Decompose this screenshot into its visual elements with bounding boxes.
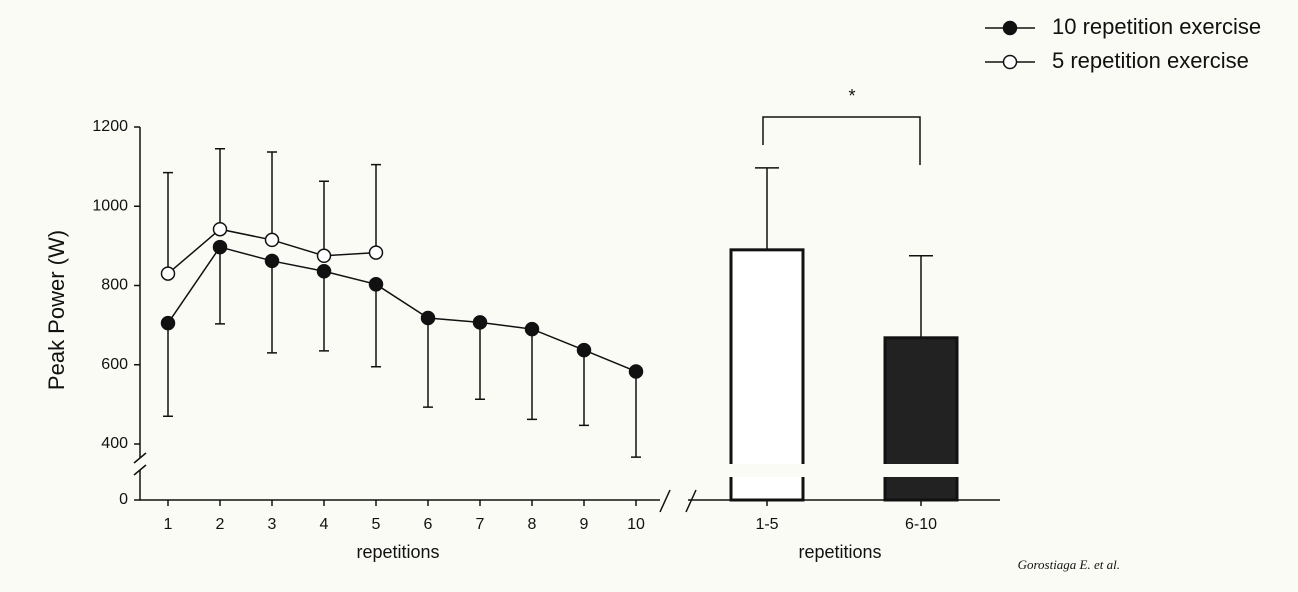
axis-break-gap [882, 464, 960, 477]
x-tick-label: 6 [424, 516, 433, 533]
x-tick-label: 2 [216, 516, 225, 533]
bar [729, 248, 805, 502]
error-bar [631, 371, 641, 458]
marker [316, 263, 332, 279]
error-bar [267, 151, 277, 240]
error-bar [579, 350, 589, 427]
x-tick-label: 4 [320, 516, 329, 533]
marker [420, 310, 436, 326]
error-bar [371, 284, 381, 368]
marker [160, 266, 176, 281]
error-bar [909, 255, 933, 338]
source: Gorostiaga E. et al. [1018, 557, 1120, 572]
marker [160, 315, 176, 331]
error-bar [371, 163, 381, 253]
x-tick-label: 6-10 [905, 516, 937, 533]
marker [212, 239, 228, 255]
error-bar [319, 271, 329, 352]
legend-marker [1002, 20, 1018, 36]
x-tick-label: 8 [528, 516, 537, 533]
marker [212, 221, 228, 237]
legend-marker [1002, 54, 1018, 70]
y-tick-label: 1200 [92, 118, 128, 135]
marker [264, 232, 280, 248]
marker [576, 342, 592, 358]
y-tick-label: 1000 [92, 197, 128, 214]
marker [368, 277, 384, 292]
legend-label: 5 repetition exercise [1052, 48, 1249, 73]
y-tick-label: 0 [119, 491, 128, 508]
axes [133, 116, 1000, 513]
error-bar [163, 323, 173, 418]
x-axis-label: repetitions [798, 542, 881, 562]
y-tick-label: 800 [101, 277, 128, 294]
error-bar [755, 167, 779, 250]
y-tick-label: 400 [101, 435, 128, 452]
error-bar [423, 317, 433, 408]
error-bar [215, 247, 225, 325]
error-bar [215, 148, 225, 230]
x-tick-label: 1 [164, 516, 173, 533]
x-tick-label: 10 [627, 516, 645, 533]
significance: * [848, 86, 855, 106]
x-tick-label: 7 [476, 516, 485, 533]
marker [628, 364, 644, 379]
series-line [167, 246, 637, 373]
marker [264, 253, 280, 269]
error-bar [319, 180, 329, 256]
x-tick-label: 9 [580, 516, 589, 533]
marker [368, 245, 384, 260]
error-bar [527, 329, 537, 421]
axis-break-gap [728, 464, 806, 477]
error-bar [163, 171, 173, 274]
x-tick-label: 3 [268, 516, 277, 533]
marker [524, 321, 540, 337]
x-tick-label: 5 [372, 516, 381, 533]
error-bar [267, 260, 277, 354]
x-tick-label: 1-5 [755, 516, 778, 533]
x-axis-label: repetitions [356, 542, 439, 562]
y-tick-label: 600 [101, 356, 128, 373]
y-axis-label: Peak Power (W) [44, 230, 69, 390]
marker [316, 248, 332, 264]
marker [472, 315, 488, 330]
legend-label: 10 repetition exercise [1052, 14, 1261, 39]
error-bar [475, 322, 485, 400]
